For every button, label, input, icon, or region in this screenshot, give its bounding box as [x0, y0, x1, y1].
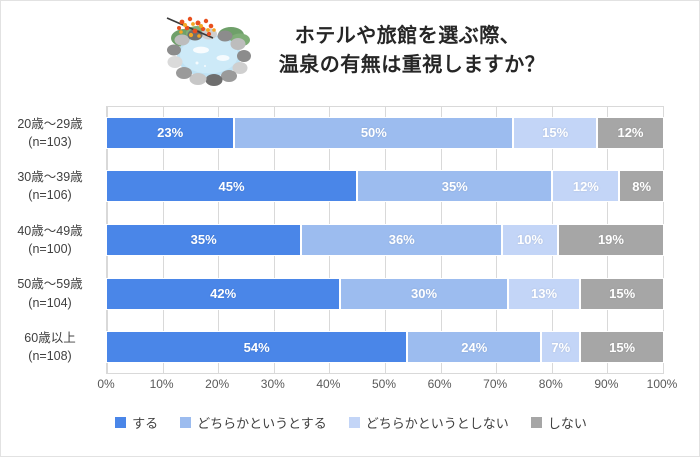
bar-segment: 35% — [106, 223, 302, 256]
stacked-bar: 45% 35% 12% 8% — [106, 170, 664, 203]
y-axis-label-count: (n=103) — [28, 134, 72, 149]
chart-title-line-2: 温泉の有無は重視しますか？ — [278, 54, 546, 76]
bar-row: 23% 50% 15% 12% — [106, 106, 664, 160]
stacked-bar: 42% 30% 13% 15% — [106, 277, 664, 310]
y-axis-label: 50歳～59歳 (n=104) — [1, 267, 99, 321]
x-axis-tick-label: 70% — [483, 377, 508, 391]
chart-title-line-1: ホテルや旅館を選ぶ際、 — [294, 25, 521, 47]
legend-item[interactable]: どちらかというとする — [180, 413, 327, 432]
legend-label: しない — [547, 416, 587, 431]
legend-item[interactable]: する — [115, 413, 158, 432]
y-axis-label: 20歳～29歳 (n=103) — [1, 106, 99, 160]
bar-segment: 23% — [106, 116, 235, 149]
y-axis-label-group: 50歳～59歳 — [17, 277, 83, 292]
x-axis-labels: 0% 10% 20% 30% 40% 50% 60% 70% 80% 90% 100% — [97, 377, 677, 395]
x-axis-tick-label: 100% — [646, 377, 678, 391]
x-axis-tick-label: 30% — [260, 377, 285, 391]
legend-swatch-icon — [530, 417, 542, 428]
chart-header: ホテルや旅館を選ぶ際、 温泉の有無は重視しますか？ — [1, 1, 699, 101]
onsen-hot-spring-illustration — [157, 8, 261, 94]
bar-segment: 10% — [502, 223, 558, 256]
y-axis-label-group: 20歳～29歳 — [17, 116, 83, 131]
bar-segment: 15% — [580, 277, 664, 310]
bar-row: 42% 30% 13% 15% — [106, 267, 664, 321]
x-axis-tick-label: 90% — [594, 377, 619, 391]
legend-swatch-icon — [180, 417, 192, 428]
legend-item[interactable]: しない — [530, 413, 587, 432]
bar-segment: 45% — [106, 170, 358, 203]
bar-segment: 8% — [619, 170, 664, 203]
bar-segment: 12% — [552, 170, 620, 203]
bar-segment: 19% — [557, 223, 664, 256]
bar-segment: 54% — [106, 331, 408, 364]
y-axis-label-group: 30歳～39歳 — [17, 170, 83, 185]
legend-label: どちらかというとする — [197, 416, 327, 431]
x-axis-tick-label: 40% — [316, 377, 341, 391]
stacked-bar: 54% 24% 7% 15% — [106, 331, 664, 364]
bar-segment: 50% — [234, 116, 514, 149]
bar-segment: 15% — [513, 116, 598, 149]
y-axis-label: 60歳以上 (n=108) — [1, 320, 99, 374]
x-axis-tick-label: 60% — [427, 377, 452, 391]
y-axis-label-count: (n=108) — [28, 349, 72, 364]
x-axis-tick-label: 20% — [205, 377, 230, 391]
stacked-bar: 23% 50% 15% 12% — [106, 116, 664, 149]
x-axis-tick-label: 10% — [149, 377, 174, 391]
bar-row: 45% 35% 12% 8% — [106, 160, 664, 214]
y-axis-label: 40歳～49歳 (n=100) — [1, 213, 99, 267]
legend-item[interactable]: どちらかというとしない — [348, 413, 509, 432]
bar-segment: 42% — [106, 277, 341, 310]
bar-segment: 30% — [340, 277, 508, 310]
bar-segment: 15% — [580, 331, 664, 364]
x-axis-tick-label: 50% — [371, 377, 397, 391]
legend-label: どちらかというとしない — [365, 416, 509, 431]
x-axis-tick-label: 80% — [538, 377, 563, 391]
chart-title: ホテルや旅館を選ぶ際、 温泉の有無は重視しますか？ — [279, 22, 546, 80]
y-axis-label-count: (n=100) — [28, 241, 72, 256]
bar-segment: 13% — [507, 277, 581, 310]
bar-row: 54% 24% 7% 15% — [106, 320, 664, 374]
bar-rows: 23% 50% 15% 12% 45% 35% 12% 8% 35% 36% 10% 19% 42% 30… — [106, 106, 664, 374]
bar-row: 35% 36% 10% 19% — [106, 213, 664, 267]
bar-segment: 24% — [407, 331, 542, 364]
bar-segment: 35% — [357, 170, 553, 203]
y-axis-label-group: 40歳～49歳 — [17, 223, 83, 238]
chart-legend: する どちらかというとする どちらかというとしない しない — [1, 413, 699, 432]
bar-segment: 7% — [541, 331, 581, 364]
y-axis-label-count: (n=106) — [28, 188, 72, 203]
y-axis-label-group: 60歳以上 — [24, 331, 76, 346]
legend-label: する — [132, 416, 159, 431]
y-axis-label: 30歳～39歳 (n=106) — [1, 160, 99, 214]
y-axis-label-count: (n=104) — [28, 295, 72, 310]
legend-swatch-icon — [348, 417, 360, 428]
bar-segment: 36% — [301, 223, 503, 256]
x-axis-tick-label: 0% — [97, 377, 115, 391]
stacked-bar: 35% 36% 10% 19% — [106, 223, 664, 256]
bar-segment: 12% — [597, 116, 664, 149]
legend-swatch-icon — [115, 417, 127, 428]
y-axis-labels: 20歳～29歳 (n=103) 30歳～39歳 (n=106) 40歳～49歳 (n=10… — [1, 106, 101, 374]
